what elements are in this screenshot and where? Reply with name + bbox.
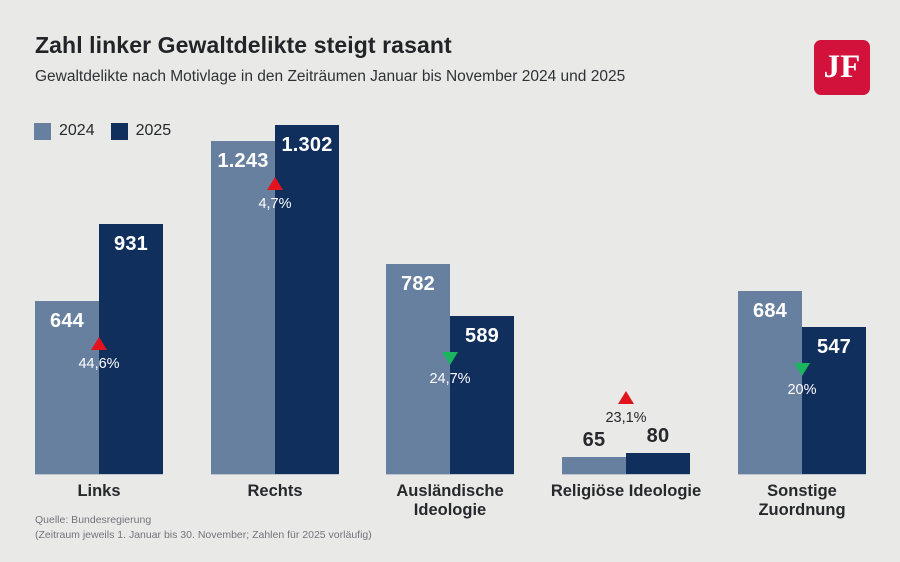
bar-2025-sonstige-zuordnung: 547: [802, 327, 866, 474]
legend-item-2024: 2024: [34, 122, 95, 140]
bar-2024-sonstige-zuordnung: 684: [738, 291, 802, 474]
change-indicator-rechts: 4,7%: [235, 177, 315, 212]
page-subtitle: Gewaltdelikte nach Motivlage in den Zeit…: [35, 68, 626, 85]
change-percent-label: 44,6%: [78, 356, 120, 372]
bar-value-label: 589: [465, 325, 499, 347]
bar-2025-religi-se-ideologie: [626, 453, 690, 474]
bar-2025-rechts: 1.302: [275, 125, 339, 474]
bar-value-label: 782: [401, 273, 435, 295]
bar-2025-links: 931: [99, 224, 163, 474]
bar-value-label: 65: [582, 429, 606, 451]
change-percent-label: 24,7%: [429, 371, 471, 387]
bar-chart: 644 931 44,6% 1.243 1.302 4,7% 782 589 24,7% 65 80…: [35, 125, 866, 474]
source-line-1: Quelle: Bundesregierung: [35, 514, 152, 526]
category-label-ausl-ndische-ideologie: Ausländische Ideologie: [396, 482, 504, 519]
bar-value-label: 1.302: [281, 134, 333, 156]
jf-logo: JF: [814, 40, 870, 95]
legend: 2024 2025: [34, 122, 171, 140]
triangle-up-icon: [267, 177, 283, 190]
page-title: Zahl linker Gewaltdelikte steigt rasant: [35, 32, 452, 58]
triangle-up-icon: [91, 337, 107, 350]
triangle-down-icon: [794, 363, 810, 376]
bar-2024-links: 644: [35, 301, 99, 474]
change-percent-label: 23,1%: [605, 410, 647, 426]
legend-swatch-icon: [34, 122, 51, 140]
bar-2025-ausl-ndische-ideologie: 589: [450, 316, 514, 474]
change-indicator-ausl-ndische-ideologie: 24,7%: [410, 352, 490, 387]
category-label-sonstige-zuordnung: Sonstige Zuordnung: [758, 482, 846, 519]
bar-value-label: 80: [646, 425, 670, 447]
legend-label: 2024: [59, 122, 95, 139]
change-indicator-sonstige-zuordnung: 20%: [762, 363, 842, 398]
bar-2024-religi-se-ideologie: [562, 457, 626, 474]
bar-value-label: 644: [50, 310, 84, 332]
legend-label: 2025: [135, 122, 172, 139]
bar-value-label: 547: [817, 336, 851, 358]
category-label-links: Links: [77, 482, 121, 500]
bar-value-label: 931: [114, 233, 148, 255]
change-percent-label: 4,7%: [258, 196, 292, 212]
triangle-up-icon: [618, 391, 634, 404]
bar-value-label: 684: [753, 300, 787, 322]
change-indicator-religi-se-ideologie: 23,1%: [586, 391, 666, 426]
change-percent-label: 20%: [787, 382, 817, 398]
legend-swatch-icon: [110, 122, 128, 140]
category-label-rechts: Rechts: [247, 482, 303, 500]
category-label-religi-se-ideologie: Religiöse Ideologie: [550, 482, 702, 500]
triangle-down-icon: [442, 352, 458, 365]
source-note: Quelle: Bundesregierung (Zeitraum jeweil…: [35, 513, 372, 542]
legend-item-2025: 2025: [110, 122, 172, 140]
bar-2024-rechts: 1.243: [211, 141, 275, 474]
change-indicator-links: 44,6%: [59, 337, 139, 372]
bar-value-label: 1.243: [217, 150, 269, 172]
bar-2024-ausl-ndische-ideologie: 782: [386, 264, 450, 474]
source-line-2: (Zeitraum jeweils 1. Januar bis 30. Nove…: [35, 528, 372, 541]
